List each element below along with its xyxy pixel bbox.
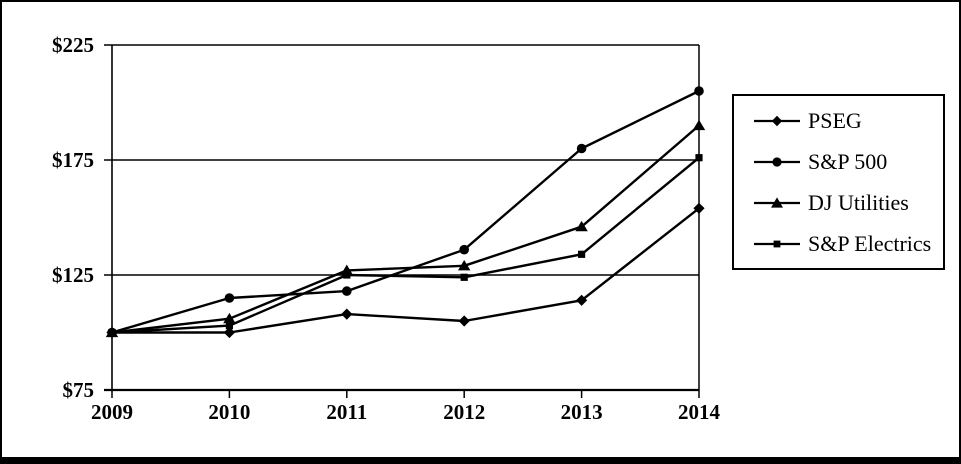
legend-item-dj-utilities: DJ Utilities xyxy=(754,190,939,216)
diamond-marker-icon xyxy=(693,202,705,214)
square-marker-icon xyxy=(225,322,233,330)
diamond-marker-icon xyxy=(341,308,353,320)
diamond-marker-icon xyxy=(576,294,588,306)
square-marker-icon xyxy=(695,154,703,162)
square-marker-icon xyxy=(578,250,586,258)
legend: PSEG S&P 500 DJ Utilities S&P Electrics xyxy=(732,94,945,270)
diamond-marker-icon xyxy=(754,115,800,126)
x-axis-tick-label: 2014 xyxy=(678,400,720,424)
square-marker-icon xyxy=(754,240,800,247)
circle-marker-icon xyxy=(342,286,352,296)
diamond-marker-icon xyxy=(223,326,235,339)
square-marker-icon xyxy=(108,328,116,337)
circle-marker-icon xyxy=(224,293,235,303)
circle-marker-icon xyxy=(576,143,587,154)
square-marker-icon xyxy=(343,271,351,279)
legend-item-s-p-500: S&P 500 xyxy=(754,149,939,175)
y-axis-tick-label: $125 xyxy=(52,263,94,287)
series-line-s-p-electrics xyxy=(111,156,700,334)
triangle-marker-icon xyxy=(223,312,236,324)
triangle-marker-icon xyxy=(692,119,706,131)
y-axis-tick-label: $175 xyxy=(52,148,94,172)
series-line-pseg xyxy=(112,207,700,334)
x-axis-tick-label: 2012 xyxy=(443,400,486,424)
x-axis-tick-label: 2009 xyxy=(91,400,133,424)
legend-label: S&P 500 xyxy=(808,148,888,174)
circle-marker-icon xyxy=(694,86,704,96)
series-line-s-p-500 xyxy=(111,89,700,334)
triangle-marker-icon xyxy=(754,196,800,208)
legend-item-s-p-electrics: S&P Electrics xyxy=(754,231,939,257)
bottom-bar xyxy=(2,457,959,462)
y-axis-tick-label: $225 xyxy=(52,33,94,57)
x-axis-tick-label: 2010 xyxy=(208,400,251,424)
x-axis-tick-label: 2011 xyxy=(326,400,368,424)
triangle-marker-icon xyxy=(575,220,588,232)
x-axis-tick-label: 2013 xyxy=(560,400,603,424)
legend-label: PSEG xyxy=(808,107,862,133)
legend-label: DJ Utilities xyxy=(808,189,909,215)
circle-marker-icon xyxy=(754,156,800,167)
diamond-marker-icon xyxy=(458,315,470,327)
legend-label: S&P Electrics xyxy=(808,230,932,256)
series-line-dj-utilities xyxy=(111,124,700,334)
legend-item-pseg: PSEG xyxy=(754,108,939,134)
y-axis-tick-label: $75 xyxy=(62,378,95,402)
circle-marker-icon xyxy=(459,244,470,255)
triangle-marker-icon xyxy=(458,260,471,271)
square-marker-icon xyxy=(460,273,468,281)
